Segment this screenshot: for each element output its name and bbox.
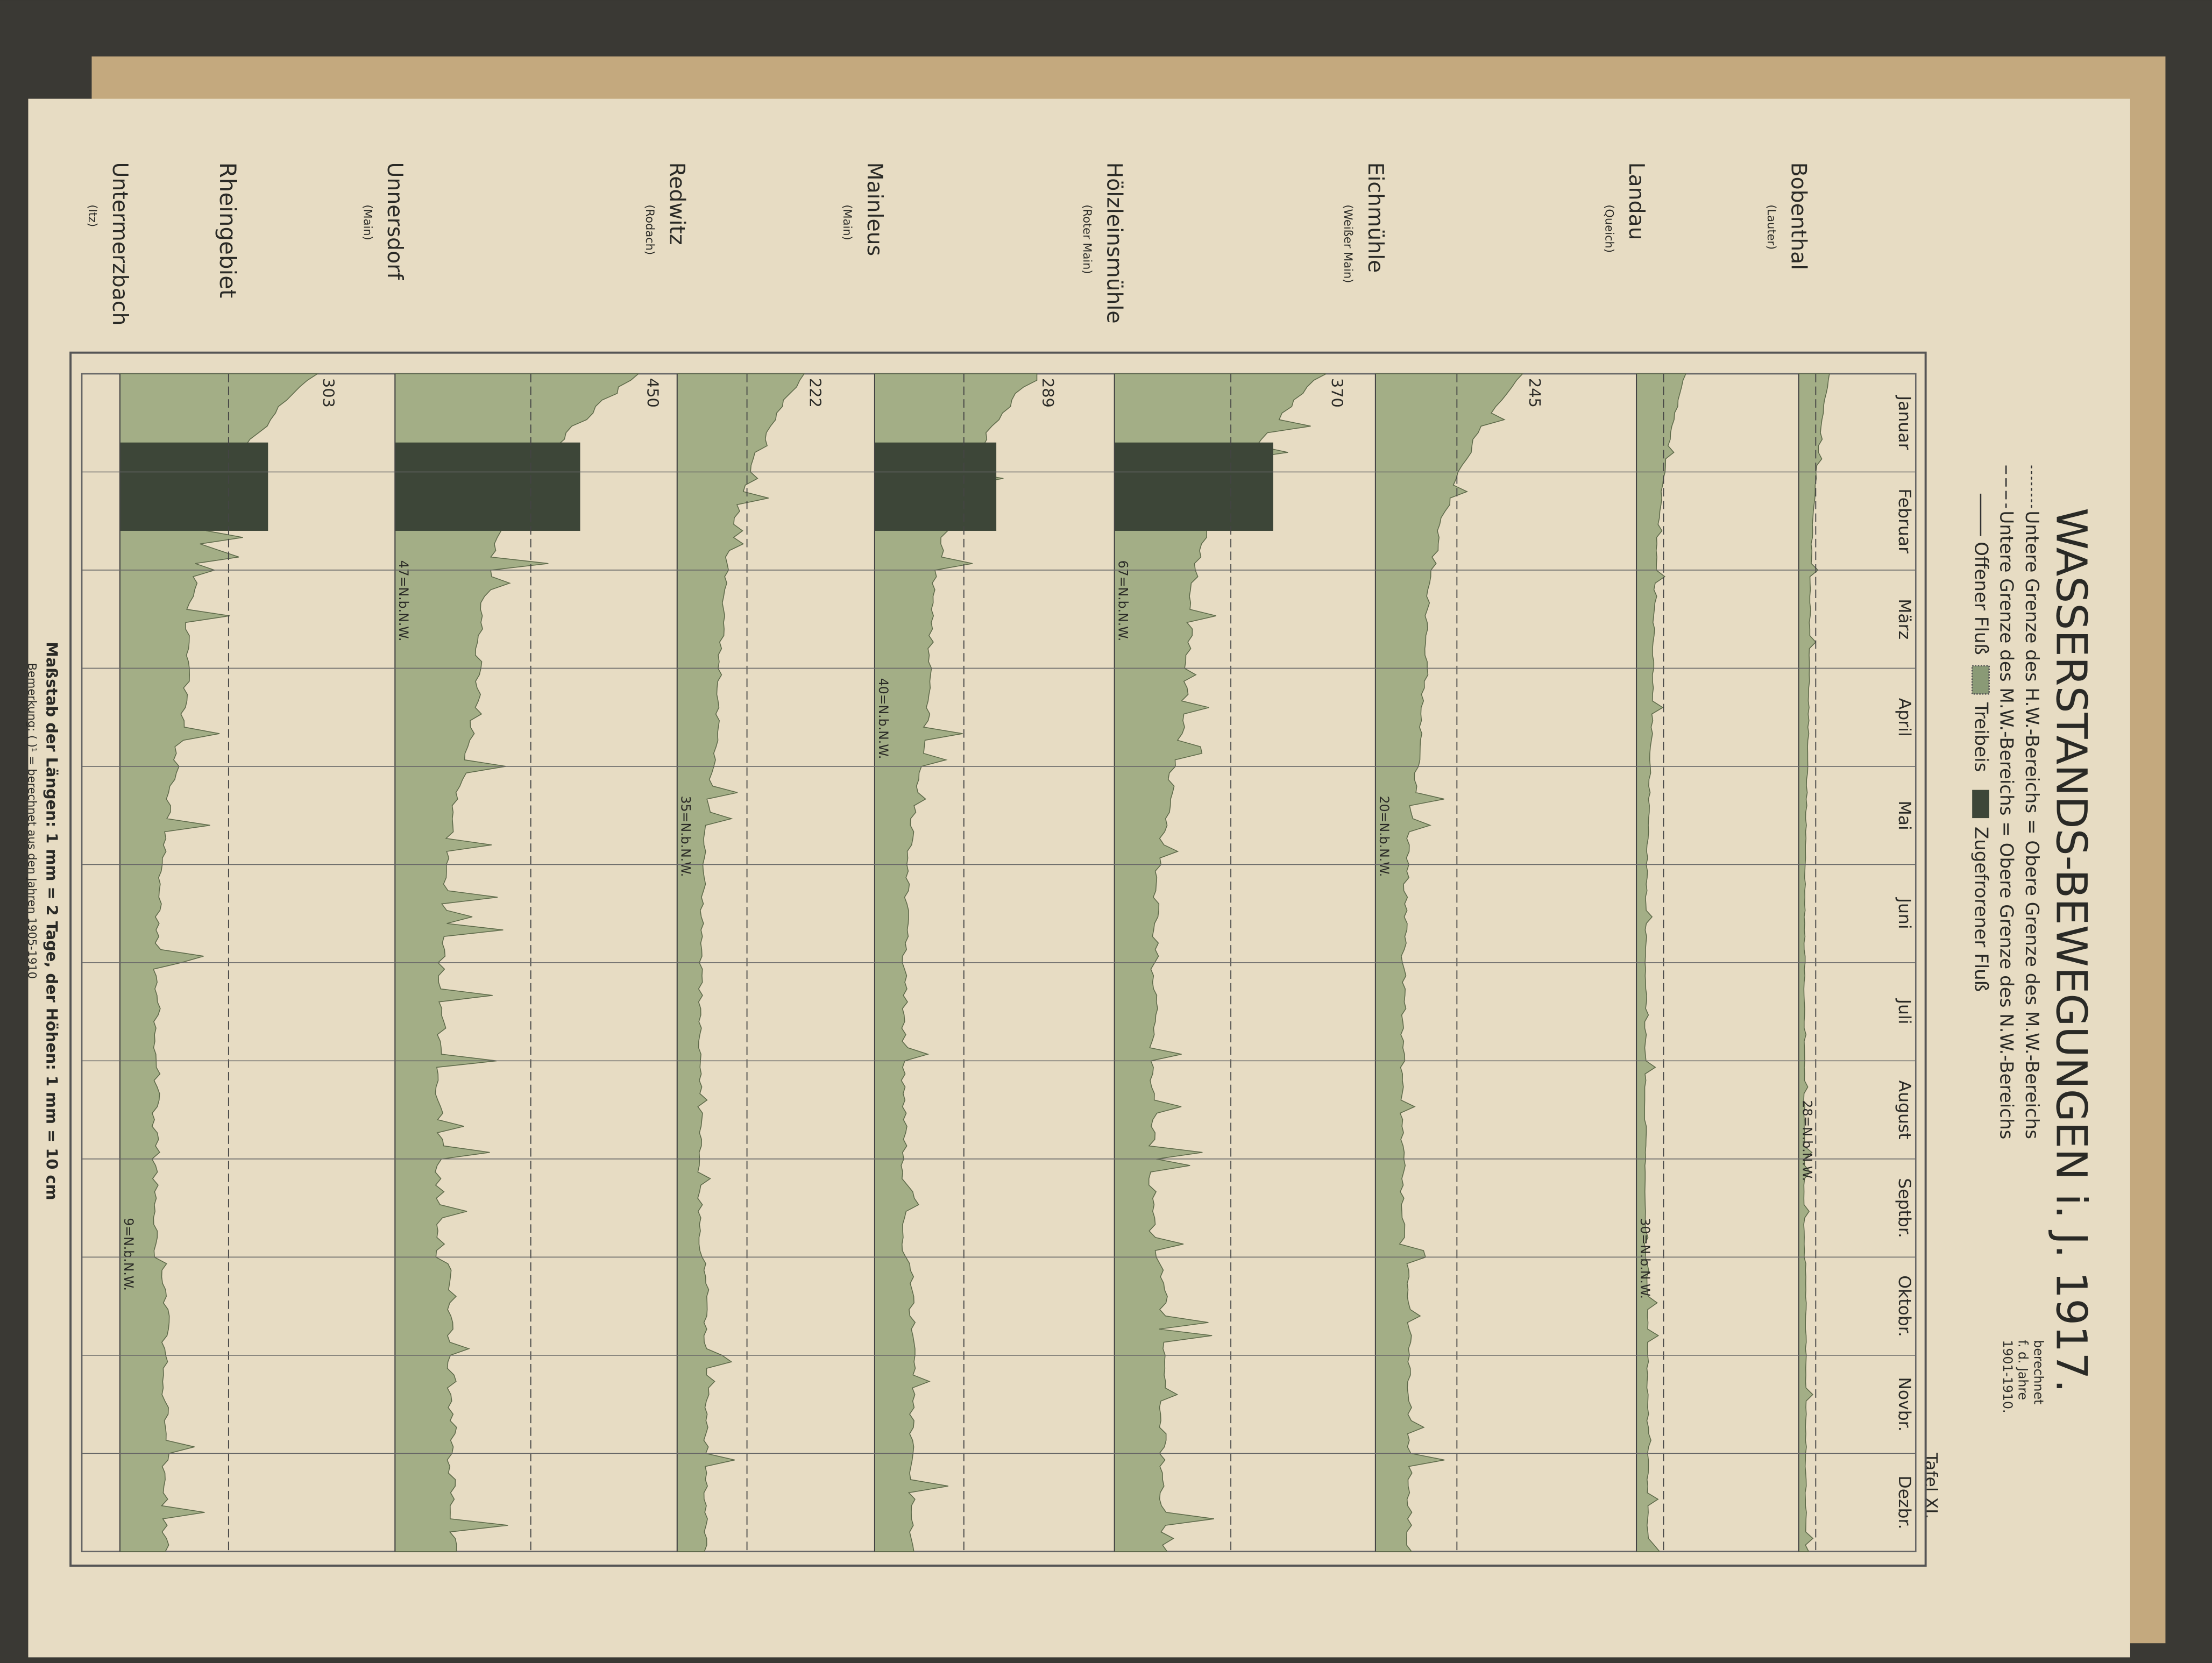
legend-item: Treibeis: [1970, 702, 1991, 772]
station-name: Landau: [1624, 162, 1649, 240]
month-label: Februar: [1895, 488, 1914, 553]
paper: [28, 98, 2130, 1658]
frame: [69, 351, 1927, 1567]
ice-cover: [874, 442, 997, 531]
peak-label: 222: [806, 378, 824, 408]
station-river: (Main): [361, 204, 374, 240]
nw-label: 47=N.b.N.W.: [396, 560, 411, 642]
month-label: Novbr.: [1895, 1377, 1914, 1431]
month-label: Septbr.: [1895, 1178, 1914, 1238]
nw-label: 35=N.b.N.W.: [678, 796, 693, 877]
legend-swatch: [1971, 665, 1990, 695]
month-label: März: [1895, 599, 1914, 639]
station-name: Hölzleinsmühle: [1102, 162, 1127, 324]
legend-line: Untere Grenze des M.W.-Bereichs = Obere …: [1996, 510, 2017, 1139]
station-name: Redwitz: [665, 162, 690, 245]
station-name: Mainleus: [862, 162, 887, 256]
station-river: (Itz): [86, 204, 99, 227]
footer-scale: Maßstab der Längen: 1 mm = 2 Tage, der H…: [43, 642, 61, 1200]
station-river: (Main): [841, 204, 854, 240]
legend-line: Untere Grenze des H.W.-Bereichs = Obere …: [2021, 510, 2043, 1139]
month-label: April: [1895, 698, 1914, 737]
station-name: Untermerzbach: [108, 162, 132, 326]
legend-bracket: berechnet: [2031, 1340, 2046, 1404]
peak-label: 289: [1039, 378, 1057, 408]
peak-label: 370: [1328, 378, 1346, 408]
nw-label: 67=N.b.N.W.: [1116, 560, 1131, 642]
station-river: (Rodach): [643, 204, 656, 255]
ice-cover: [1114, 442, 1273, 531]
footer-note: Bemerkung: ( )¹ = berechnet aus den Jahr…: [25, 663, 38, 979]
legend-item: Zugefrorener Fluß: [1970, 827, 1991, 992]
peak-label: 303: [320, 378, 338, 408]
peak-label: 245: [1526, 378, 1544, 408]
ice-cover: [395, 442, 580, 531]
month-label: Januar: [1895, 395, 1914, 450]
legend-bracket: 1901-1910.: [2000, 1340, 2015, 1413]
month-label: Juni: [1895, 897, 1914, 929]
legend-item: Offener Fluß: [1970, 542, 1991, 655]
title: WASSERSTANDS-BEWEGUNGEN i. J. 1917.: [2047, 508, 2096, 1392]
legend-bracket: f. d. Jahre: [2016, 1340, 2031, 1400]
month-label: August: [1895, 1081, 1914, 1140]
nw-label: 9=N.b.N.W.: [121, 1218, 136, 1291]
peak-label: 450: [644, 378, 662, 408]
month-label: Oktobr.: [1895, 1275, 1914, 1337]
month-label: Juli: [1895, 998, 1914, 1025]
station-river: (Roter Main): [1081, 204, 1094, 274]
station-river: (Queich): [1603, 204, 1615, 253]
station-name: Bobenthal: [1786, 162, 1811, 271]
legend-swatch: [1972, 790, 1989, 819]
nw-label: 20=N.b.N.W.: [1377, 796, 1392, 877]
nw-label: 40=N.b.N.W.: [876, 678, 891, 759]
station-river: (Weißer Main): [1342, 204, 1355, 283]
plate: Tafel XI.: [1922, 1452, 1941, 1519]
station-name: Unnersdorf: [382, 162, 407, 281]
nw-label: 28=N.b.N.W.: [1799, 1100, 1814, 1181]
rotated-page: Rheingebiet WASSERSTANDS-BEWEGUNGEN i. J…: [25, 162, 2096, 1567]
station-river: (Lauter): [1765, 204, 1778, 250]
region: Rheingebiet: [215, 162, 241, 299]
station-name: Eichmühle: [1363, 162, 1388, 273]
month-label: Mai: [1895, 801, 1914, 830]
nw-label: 30=N.b.N.W.: [1637, 1218, 1653, 1299]
ice-cover: [119, 442, 268, 531]
month-label: Dezbr.: [1895, 1475, 1914, 1529]
